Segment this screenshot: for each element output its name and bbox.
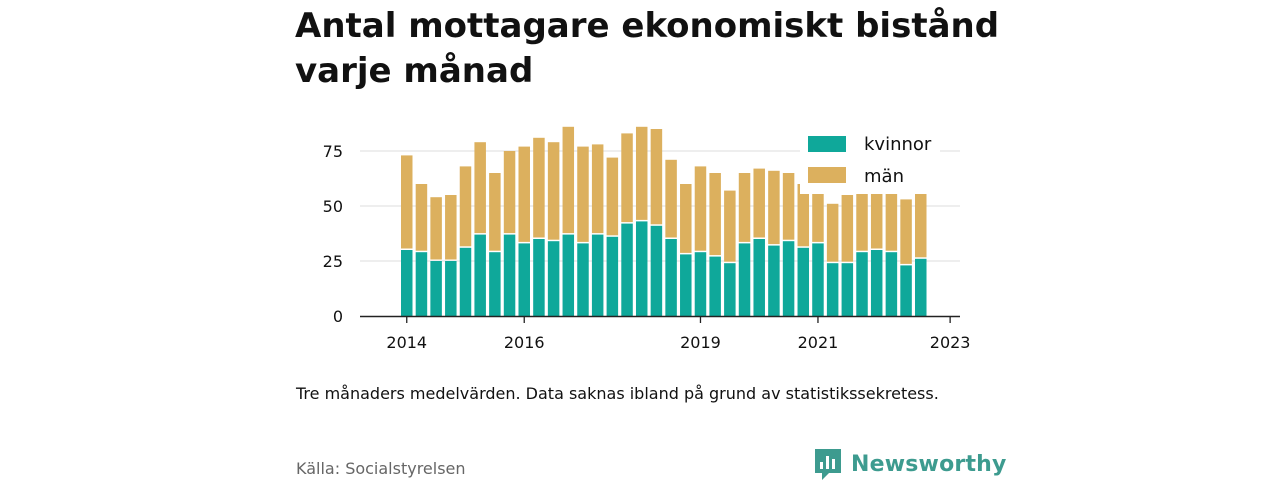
bar-man xyxy=(856,186,868,251)
bar-man xyxy=(459,166,472,247)
bar-kvinnor xyxy=(577,243,589,316)
bar-kvinnor xyxy=(401,250,413,316)
bar-kvinnor xyxy=(724,263,736,316)
bar-man xyxy=(915,186,927,258)
bar-kvinnor xyxy=(591,234,604,316)
chart-note: Tre månaders medelvärden. Data saknas ib… xyxy=(296,384,939,403)
bar-kvinnor xyxy=(900,265,912,316)
bar-man xyxy=(665,159,677,238)
bar-man xyxy=(650,129,663,225)
legend-swatch-man xyxy=(808,167,846,183)
bar-man xyxy=(401,155,413,249)
bar-man xyxy=(870,186,883,249)
bar-kvinnor xyxy=(474,234,486,316)
bar-man xyxy=(753,168,765,238)
bar-man xyxy=(503,151,516,234)
bar-man xyxy=(533,137,545,238)
bar-kvinnor xyxy=(415,252,428,316)
bar-kvinnor xyxy=(915,258,927,316)
bar-man xyxy=(826,203,839,262)
x-axis-ticks: 2014 2016 2019 2021 2023 xyxy=(386,316,970,352)
y-tick-label: 25 xyxy=(323,252,343,271)
y-axis-ticks: 0 25 50 75 xyxy=(323,142,343,326)
bar-man xyxy=(635,126,648,220)
chart-title: Antal mottagare ekonomiskt bistånd varje… xyxy=(295,6,1000,91)
legend-label-kvinnor: kvinnor xyxy=(864,134,932,155)
bar-kvinnor xyxy=(856,252,868,316)
source-label: Källa: Socialstyrelsen xyxy=(296,459,466,478)
bar-kvinnor xyxy=(445,261,457,316)
bar-kvinnor xyxy=(503,234,516,316)
bar-man xyxy=(489,173,501,251)
bar-kvinnor xyxy=(753,239,765,316)
stacked-bar-chart: 0 25 50 75 2014 2016 2019 2021 2023 kvinnor män xyxy=(323,126,970,352)
y-tick-label: 0 xyxy=(333,307,343,326)
bar-kvinnor xyxy=(841,263,854,316)
newsworthy-logo-icon xyxy=(815,449,841,480)
bar-man xyxy=(577,146,589,242)
bar-kvinnor xyxy=(459,247,472,316)
bar-kvinnor xyxy=(680,254,692,316)
bar-man xyxy=(474,142,486,234)
bar-man xyxy=(724,190,736,262)
x-tick-label: 2014 xyxy=(386,333,427,352)
x-tick-label: 2021 xyxy=(798,333,839,352)
bar-kvinnor xyxy=(621,223,633,316)
bar-man xyxy=(709,173,721,256)
bar-kvinnor xyxy=(650,225,663,316)
brand-name: Newsworthy xyxy=(851,451,1007,477)
bar-kvinnor xyxy=(547,241,560,316)
bar-man xyxy=(841,195,854,262)
bar-kvinnor xyxy=(782,241,795,316)
bar-man xyxy=(782,173,795,240)
bar-man xyxy=(518,146,530,242)
bar-kvinnor xyxy=(665,239,677,316)
bar-kvinnor xyxy=(826,263,839,316)
bar-man xyxy=(738,173,751,242)
bar-kvinnor xyxy=(738,243,751,316)
bar-kvinnor xyxy=(709,256,721,316)
bar-kvinnor xyxy=(518,243,530,316)
bar-man xyxy=(621,133,633,223)
bar-kvinnor xyxy=(694,252,707,316)
bar-man xyxy=(768,170,780,245)
bar-man xyxy=(547,142,560,240)
bar-kvinnor xyxy=(812,243,824,316)
bar-kvinnor xyxy=(870,250,883,316)
bar-man xyxy=(812,186,824,242)
bar-man xyxy=(591,144,604,234)
bar-kvinnor xyxy=(768,245,780,316)
bar-man xyxy=(606,157,619,236)
bar-kvinnor xyxy=(635,221,648,316)
bar-man xyxy=(430,197,442,260)
bar-kvinnor xyxy=(885,252,898,316)
bar-man xyxy=(694,166,707,251)
bar-man xyxy=(900,199,912,264)
legend: kvinnor män xyxy=(800,128,940,194)
bar-man xyxy=(415,184,428,251)
newsworthy-logo[interactable]: Newsworthy xyxy=(813,446,1007,482)
bars xyxy=(401,126,927,316)
bar-man xyxy=(797,184,810,247)
bar-kvinnor xyxy=(533,239,545,316)
legend-swatch-kvinnor xyxy=(808,136,846,152)
x-tick-label: 2019 xyxy=(680,333,721,352)
bar-man xyxy=(680,184,692,253)
x-tick-label: 2016 xyxy=(504,333,545,352)
bar-kvinnor xyxy=(430,261,442,316)
y-tick-label: 75 xyxy=(323,142,343,161)
y-tick-label: 50 xyxy=(323,197,343,216)
bar-kvinnor xyxy=(797,247,810,316)
bar-man xyxy=(445,195,457,260)
bar-kvinnor xyxy=(489,252,501,316)
bar-kvinnor xyxy=(562,234,575,316)
bar-kvinnor xyxy=(606,236,619,316)
legend-label-man: män xyxy=(864,166,904,187)
x-tick-label: 2023 xyxy=(930,333,971,352)
bar-man xyxy=(885,186,898,251)
bar-man xyxy=(562,126,575,234)
